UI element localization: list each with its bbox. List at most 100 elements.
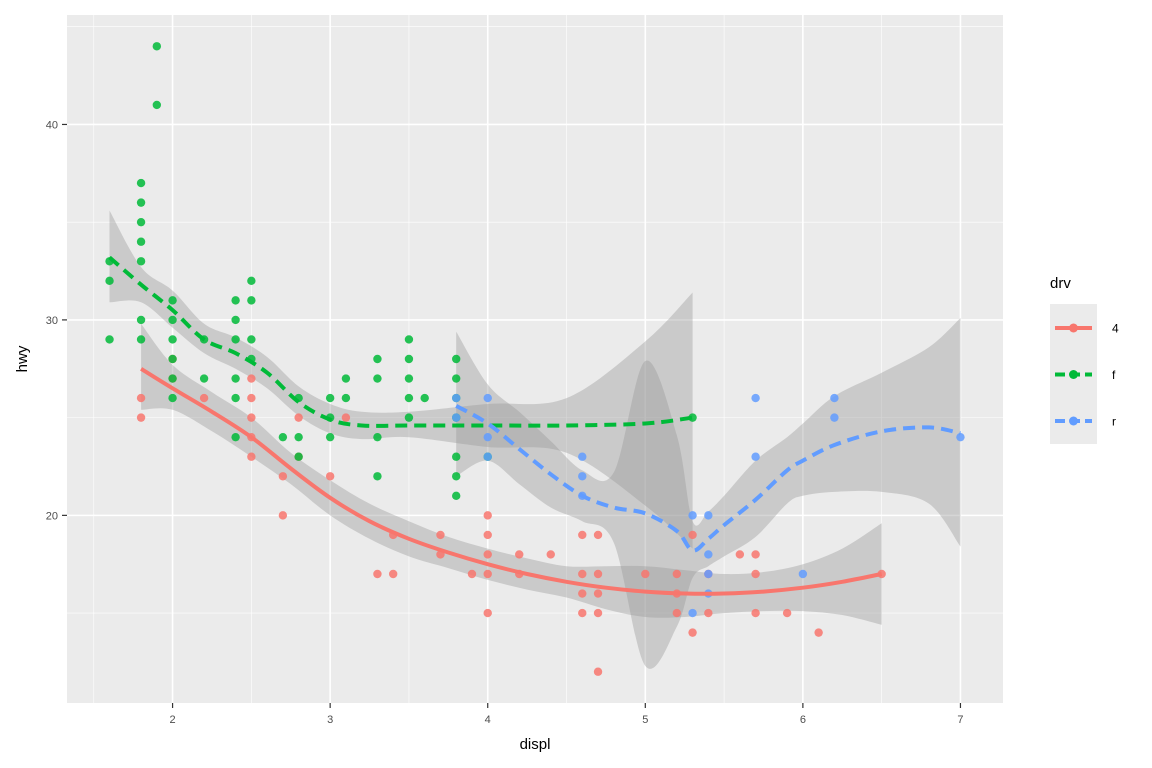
point-4 [278,472,288,481]
point-4 [136,413,146,422]
point-4 [672,608,682,618]
point-4 [483,569,492,579]
point-r [704,569,713,579]
point-f [136,257,146,266]
point-4 [325,472,335,481]
confidence-band-r [456,318,961,669]
x-tick-label: 6 [800,714,806,726]
legend-key-point-f [1069,370,1078,379]
point-4 [578,608,587,618]
point-4 [546,550,555,559]
point-f [247,296,256,305]
smooth-lines [108,255,961,596]
point-r [452,413,461,422]
point-r [688,511,697,520]
point-f [373,374,382,383]
point-4 [483,511,492,520]
point-f [231,315,240,325]
x-tick-label: 7 [957,714,963,726]
point-f [168,296,177,305]
point-r [483,452,492,461]
x-tick-label: 2 [170,714,176,726]
point-4 [483,608,492,618]
tick-labels: 2 3 4 5 6 7 20 30 40 [46,119,964,726]
point-4 [247,413,256,422]
point-f [452,374,461,383]
point-4 [704,608,713,618]
point-r [483,432,492,442]
y-tick-label: 20 [46,510,58,522]
point-4 [247,452,256,461]
point-4 [751,608,760,618]
confidence-band-4 [141,323,882,625]
point-f [325,432,335,442]
point-4 [814,628,823,637]
point-f [452,354,461,364]
point-4 [436,530,445,540]
legend-keys: 4 f r [1055,322,1119,429]
point-4 [578,589,587,598]
point-4 [388,569,398,579]
point-f [294,452,303,461]
point-f [231,393,240,403]
y-tick-label: 30 [46,315,58,327]
point-f [452,491,461,501]
point-4 [278,511,288,520]
smooth-line-r [455,404,961,553]
point-4 [688,628,697,637]
point-f [341,374,351,383]
x-tick-label: 4 [485,714,491,726]
point-r [578,472,587,481]
x-axis-title: displ [520,736,551,753]
point-4 [593,608,603,618]
y-tick-label: 40 [46,119,58,131]
x-tick-label: 5 [642,714,648,726]
legend-label-f: f [1112,368,1116,382]
point-f [168,393,177,403]
point-4 [483,530,492,540]
point-4 [751,569,760,579]
y-axis-title: hwy [14,345,31,372]
point-f [404,374,414,383]
point-f [404,413,414,422]
point-f [231,335,240,344]
point-r [483,393,492,403]
point-f [168,374,177,383]
point-r [704,550,713,559]
point-f [231,296,240,305]
point-4 [593,589,603,598]
data-points [105,42,965,676]
legend-label-4: 4 [1112,322,1119,336]
point-f [168,315,177,325]
point-4 [593,569,603,579]
point-f [105,276,114,286]
point-f [247,335,256,344]
point-f [278,432,288,442]
point-f [247,276,256,286]
point-4 [578,530,587,540]
legend: drv 4 f r [1050,275,1119,444]
point-4 [467,569,477,579]
point-f [373,472,382,481]
point-f [294,432,303,442]
legend-key-point-r [1069,416,1078,426]
point-f [168,335,177,344]
point-f [136,217,146,227]
point-f [136,198,146,207]
point-r [830,393,839,403]
point-f [136,335,146,344]
point-f [404,354,414,364]
plot-panel [67,15,1003,703]
point-f [404,335,414,344]
legend-key-point-4 [1069,323,1078,333]
point-f [152,100,162,110]
confidence-bands [109,210,961,669]
point-r [704,511,713,520]
point-f [420,393,429,403]
point-r [452,393,461,403]
point-4 [672,569,682,579]
point-4 [373,569,382,579]
point-4 [578,569,587,579]
point-r [830,413,839,422]
